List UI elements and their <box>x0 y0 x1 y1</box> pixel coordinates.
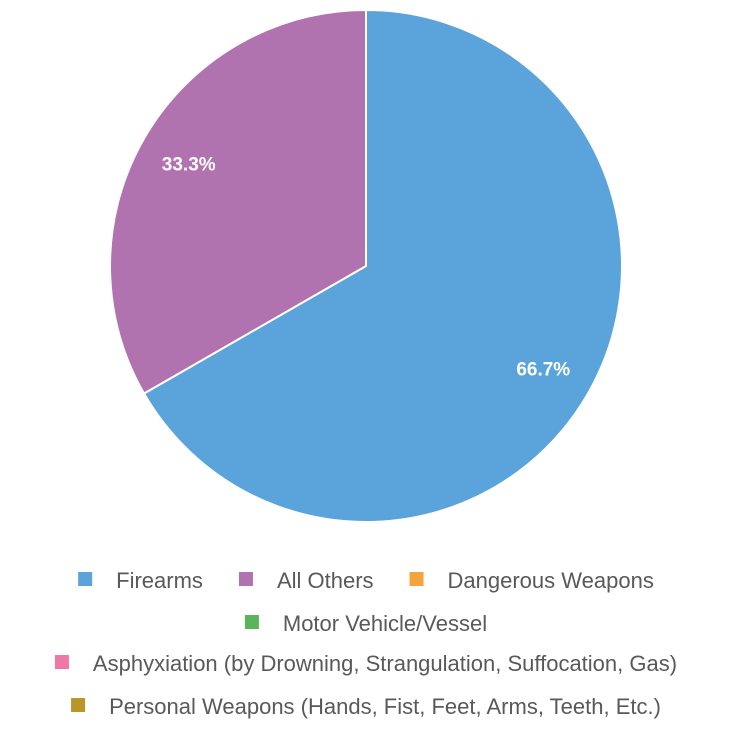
chart-legend: Firearms All Others Dangerous Weapons Motor… <box>54 568 677 719</box>
pie-slices <box>109 8 623 523</box>
slice-label-firearms: 66.7% <box>516 360 570 381</box>
legend-label-personal-weapons-hands-fist-feet-arms-teeth-etc: Personal Weapons (Hands, Fist, Feet, Arm… <box>109 694 661 719</box>
legend-label-all-others: All Others <box>277 568 374 593</box>
legend-label-asphyxiation-by-drowning-strangulation-suffocation-gas: Asphyxiation (by Drowning, Strangulation… <box>93 651 677 676</box>
legend-marker-firearms[interactable] <box>78 572 93 586</box>
legend-marker-all-others[interactable] <box>238 572 253 586</box>
slice-label-all-others: 33.3% <box>162 154 216 175</box>
legend-label-dangerous-weapons: Dangerous Weapons <box>448 568 654 593</box>
legend-label-motor-vehicle-vessel: Motor Vehicle/Vessel <box>283 611 487 636</box>
legend-label-firearms: Firearms <box>116 568 203 593</box>
legend-marker-asphyxiation-by-drowning-strangulation-suffocation-gas[interactable] <box>54 655 69 669</box>
legend-marker-personal-weapons-hands-fist-feet-arms-teeth-etc[interactable] <box>71 698 86 712</box>
pie-slice-firearms <box>142 8 623 523</box>
legend-marker-motor-vehicle-vessel[interactable] <box>244 615 259 629</box>
pie-slice-all-others <box>109 8 367 395</box>
legend-marker-dangerous-weapons[interactable] <box>409 572 424 586</box>
pie-slice-labels: 66.7% 33.3% <box>162 154 570 380</box>
